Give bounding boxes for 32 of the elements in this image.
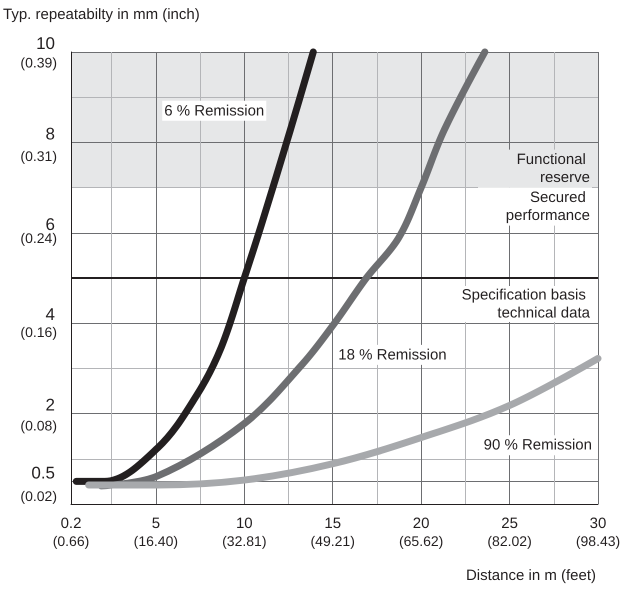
x2-tick-label: (16.40) xyxy=(134,533,178,549)
x2-tick-label: (0.66) xyxy=(52,533,90,549)
series-label: 90 % Remission xyxy=(484,436,592,454)
y-tick-label: 0.5 xyxy=(31,463,55,482)
x-tick-label: 10 xyxy=(236,515,253,532)
x2-tick-label: (49.21) xyxy=(310,533,355,549)
y-axis-title: Typ. repeatabilty in mm (inch) xyxy=(3,6,200,23)
x-tick-label: 5 xyxy=(152,515,160,532)
x-tick-label: 0.2 xyxy=(60,515,82,532)
y-tick-label: 2 xyxy=(46,396,55,415)
x-axis-title: Distance in m (feet) xyxy=(466,567,596,584)
x2-tick-label: (82.02) xyxy=(487,533,532,549)
y-tick-label: 10 xyxy=(36,34,55,53)
annotation: Secured performance xyxy=(506,189,590,224)
ref-line-label: Specification basis technical data xyxy=(462,286,591,322)
y2-tick-label: (0.08) xyxy=(20,418,57,434)
x2-tick-label: (32.81) xyxy=(222,533,266,549)
x2-tick-label: (65.62) xyxy=(398,533,444,549)
series-label: 6 % Remission xyxy=(164,102,264,120)
y2-tick-label: (0.16) xyxy=(20,324,57,340)
y-tick-label: 8 xyxy=(46,124,55,144)
x-tick-label: 15 xyxy=(324,515,342,532)
x-tick-label: 20 xyxy=(412,515,430,532)
band-label: Functional reserve xyxy=(516,151,590,186)
x2-tick-label: (98.43) xyxy=(576,533,620,549)
y2-tick-label: (0.31) xyxy=(20,148,57,164)
y-tick-label: 4 xyxy=(46,305,55,324)
series-label: 18 % Remission xyxy=(338,346,447,364)
x-tick-label: 30 xyxy=(590,515,606,532)
y2-tick-label: (0.02) xyxy=(20,488,57,504)
x-tick-label: 25 xyxy=(501,515,518,532)
y2-tick-label: (0.39) xyxy=(20,54,57,71)
